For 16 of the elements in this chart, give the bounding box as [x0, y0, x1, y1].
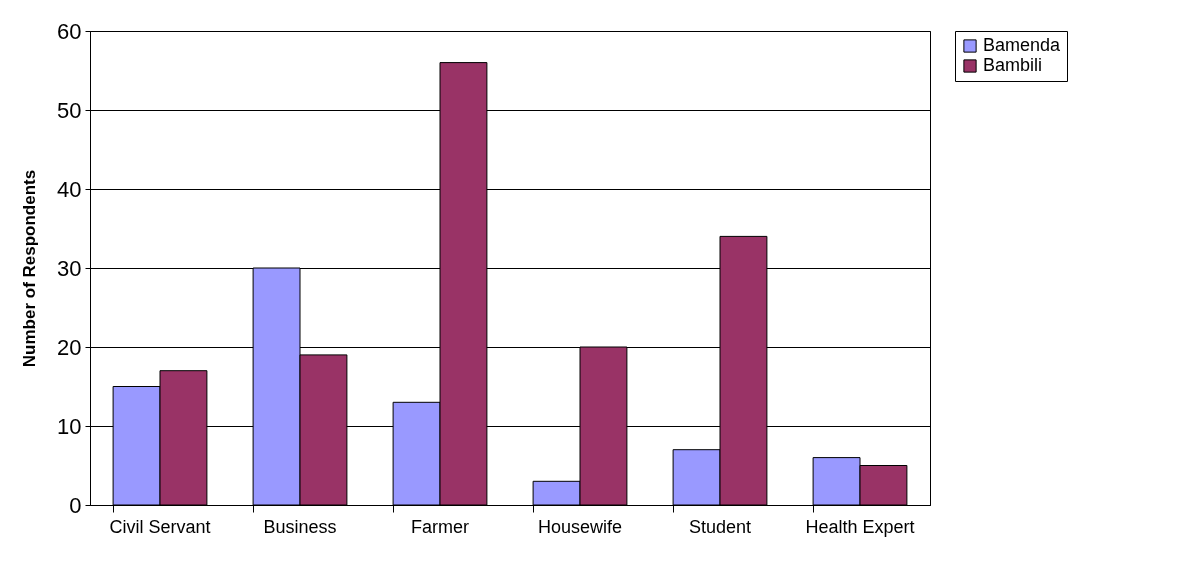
x-tick-label: Business: [263, 516, 337, 537]
x-tick-label: Civil Servant: [109, 516, 211, 537]
x-tick-label: Housewife: [537, 516, 623, 537]
y-tick-label: 0: [69, 492, 82, 518]
legend-label: Bamenda: [983, 35, 1062, 55]
y-tick-label: 30: [57, 255, 82, 281]
y-tick-label: 50: [57, 97, 82, 123]
x-tick-label: Health Expert: [805, 516, 915, 537]
y-tick-label: 60: [57, 18, 82, 44]
x-tick-label: Farmer: [411, 516, 469, 537]
x-tick-label: Student: [688, 516, 752, 537]
y-tick-label: 20: [57, 334, 82, 360]
y-tick-label: 40: [57, 176, 82, 202]
y-axis-title: Number of Respondents: [20, 169, 40, 368]
y-tick-label: 10: [57, 413, 82, 439]
legend-label: Bambili: [983, 55, 1043, 75]
